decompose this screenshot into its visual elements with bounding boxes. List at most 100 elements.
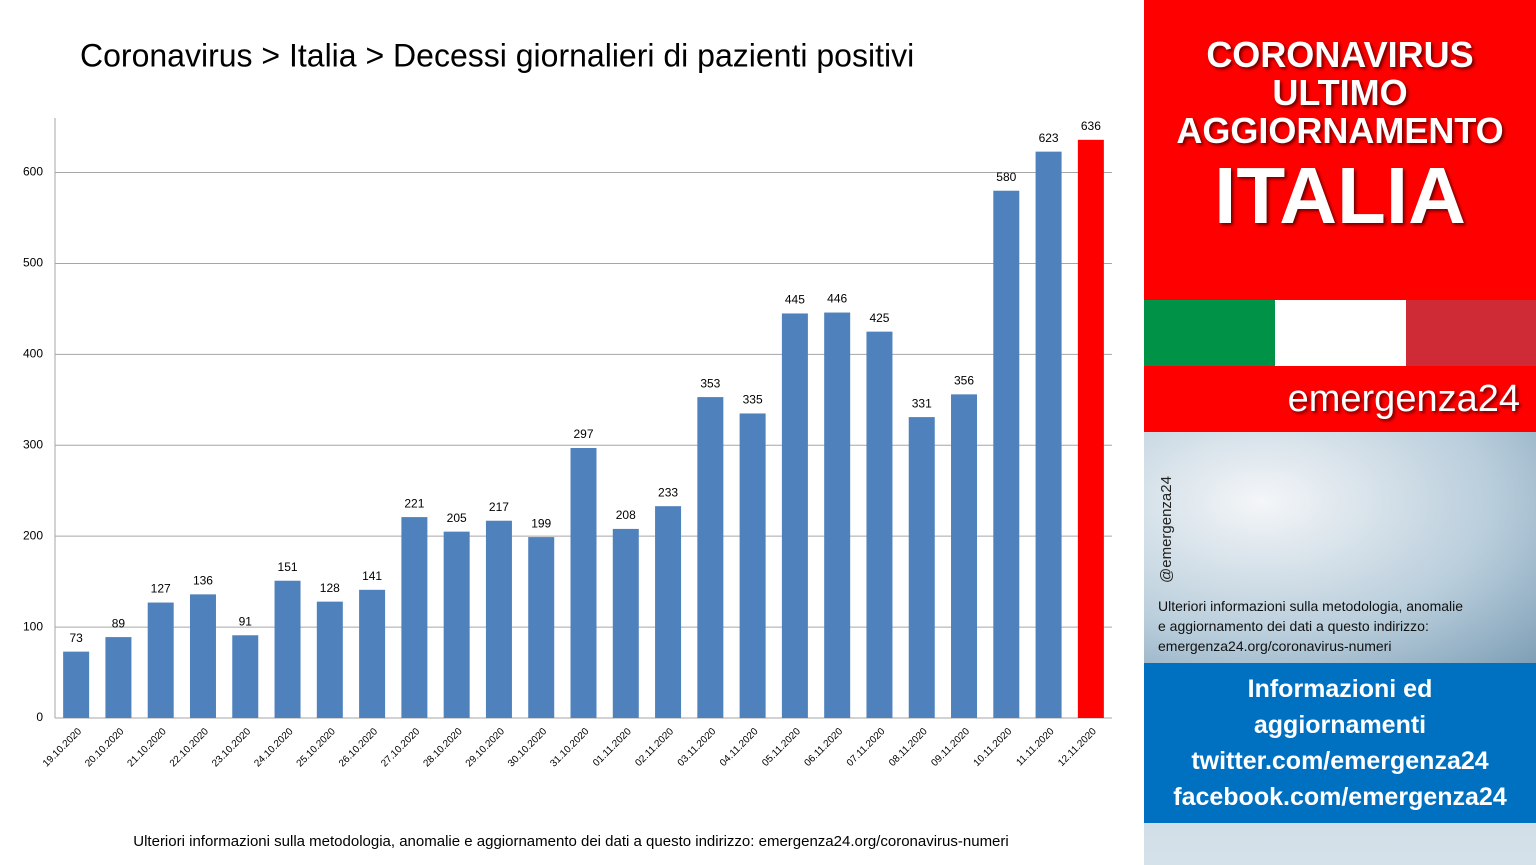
chart-title: Coronavirus > Italia > Decessi giornalie… — [80, 37, 914, 73]
info-line: e aggiornamento dei dati a questo indiri… — [1158, 618, 1429, 634]
flag-green — [1144, 300, 1275, 366]
bar — [908, 417, 935, 718]
value-label: 73 — [69, 631, 83, 645]
value-label: 580 — [996, 170, 1016, 184]
link-line: facebook.com/emergenza24 — [1173, 783, 1507, 811]
country: ITALIA — [1214, 151, 1466, 240]
handle: @emergenza24 — [1158, 476, 1175, 583]
value-label: 353 — [700, 376, 720, 390]
bar — [824, 312, 851, 718]
x-tick-label: 26.10.2020 — [337, 726, 380, 769]
value-label: 233 — [658, 485, 678, 499]
bar — [189, 594, 216, 718]
y-tick-label: 100 — [23, 619, 43, 633]
info-line: emergenza24.org/coronavirus-numeri — [1158, 638, 1392, 654]
heading: ULTIMO — [1272, 72, 1408, 113]
value-label: 297 — [573, 427, 593, 441]
value-label: 425 — [869, 311, 889, 325]
x-tick-label: 27.10.2020 — [379, 726, 422, 769]
value-label: 208 — [616, 508, 636, 522]
header-box: CORONAVIRUS ULTIMO AGGIORNAMENTO ITALIA — [1144, 0, 1536, 300]
bar — [528, 537, 555, 718]
value-label: 136 — [193, 574, 213, 588]
bar — [697, 397, 724, 718]
bar — [359, 589, 386, 718]
side-panel: CORONAVIRUS ULTIMO AGGIORNAMENTO ITALIA … — [1144, 0, 1536, 865]
value-label: 356 — [954, 374, 974, 388]
brand: emergenza24 — [1144, 366, 1536, 432]
links-box: Informazioni ed aggiornamenti twitter.co… — [1144, 663, 1536, 823]
bar — [866, 331, 893, 718]
x-tick-label: 29.10.2020 — [464, 726, 507, 769]
link-line: twitter.com/emergenza24 — [1191, 747, 1489, 775]
y-tick-label: 300 — [23, 437, 43, 451]
bar — [63, 651, 90, 718]
value-label: 445 — [785, 293, 805, 307]
bar — [105, 637, 132, 718]
value-label: 217 — [489, 500, 509, 514]
y-tick-label: 500 — [23, 256, 43, 270]
value-label: 151 — [278, 560, 298, 574]
x-tick-label: 04.11.2020 — [718, 726, 761, 769]
bar — [274, 580, 301, 718]
bar — [316, 601, 343, 718]
x-tick-label: 12.11.2020 — [1056, 726, 1099, 769]
x-tick-label: 05.11.2020 — [760, 726, 803, 769]
value-label: 221 — [404, 496, 424, 510]
x-tick-label: 31.10.2020 — [548, 726, 591, 769]
flag-red — [1406, 300, 1536, 366]
x-tick-label: 03.11.2020 — [676, 726, 719, 769]
y-tick-label: 600 — [23, 165, 43, 179]
bar — [1077, 139, 1104, 718]
x-tick-label: 10.11.2020 — [972, 726, 1015, 769]
bar — [612, 528, 639, 718]
x-tick-label: 23.10.2020 — [210, 726, 253, 769]
x-tick-label: 06.11.2020 — [803, 726, 846, 769]
value-label: 636 — [1081, 119, 1101, 133]
bar — [443, 531, 470, 718]
bar — [485, 520, 512, 718]
flag-white — [1275, 300, 1406, 366]
bar — [655, 506, 682, 718]
value-label: 623 — [1039, 131, 1059, 145]
bar — [401, 517, 428, 718]
y-tick-label: 400 — [23, 347, 43, 361]
bar — [147, 602, 174, 718]
bar — [570, 448, 597, 718]
x-tick-label: 28.10.2020 — [421, 726, 464, 769]
x-tick-label: 24.10.2020 — [252, 726, 295, 769]
footnote: Ulteriori informazioni sulla metodologia… — [133, 833, 1008, 850]
bar — [1035, 151, 1062, 719]
value-label: 128 — [320, 581, 340, 595]
bar — [232, 635, 259, 718]
x-tick-label: 01.11.2020 — [591, 726, 634, 769]
value-label: 141 — [362, 569, 382, 583]
x-tick-label: 07.11.2020 — [845, 726, 888, 769]
value-label: 127 — [151, 582, 171, 596]
value-label: 205 — [447, 511, 467, 525]
x-tick-label: 02.11.2020 — [633, 726, 676, 769]
heading: AGGIORNAMENTO — [1176, 110, 1504, 151]
value-label: 89 — [112, 616, 126, 630]
background-image: @emergenza24 — [1144, 432, 1536, 663]
bar — [993, 190, 1020, 718]
chart: Coronavirus > Italia > Decessi giornalie… — [23, 37, 1112, 850]
value-label: 199 — [531, 516, 551, 530]
value-label: 335 — [743, 393, 763, 407]
x-tick-label: 22.10.2020 — [168, 726, 211, 769]
y-tick-label: 200 — [23, 528, 43, 542]
y-tick-label: 0 — [36, 710, 43, 724]
heading: CORONAVIRUS — [1206, 34, 1474, 75]
bar — [781, 313, 808, 718]
info-line: Ulteriori informazioni sulla metodologia… — [1158, 598, 1464, 614]
x-tick-label: 08.11.2020 — [887, 726, 930, 769]
value-label: 91 — [239, 614, 253, 628]
link-line: aggiornamenti — [1253, 711, 1427, 739]
x-tick-label: 19.10.2020 — [41, 726, 84, 769]
value-label: 331 — [912, 396, 932, 410]
x-tick-label: 20.10.2020 — [83, 726, 126, 769]
x-tick-label: 30.10.2020 — [506, 726, 549, 769]
x-tick-label: 25.10.2020 — [295, 726, 338, 769]
bar — [739, 413, 766, 718]
